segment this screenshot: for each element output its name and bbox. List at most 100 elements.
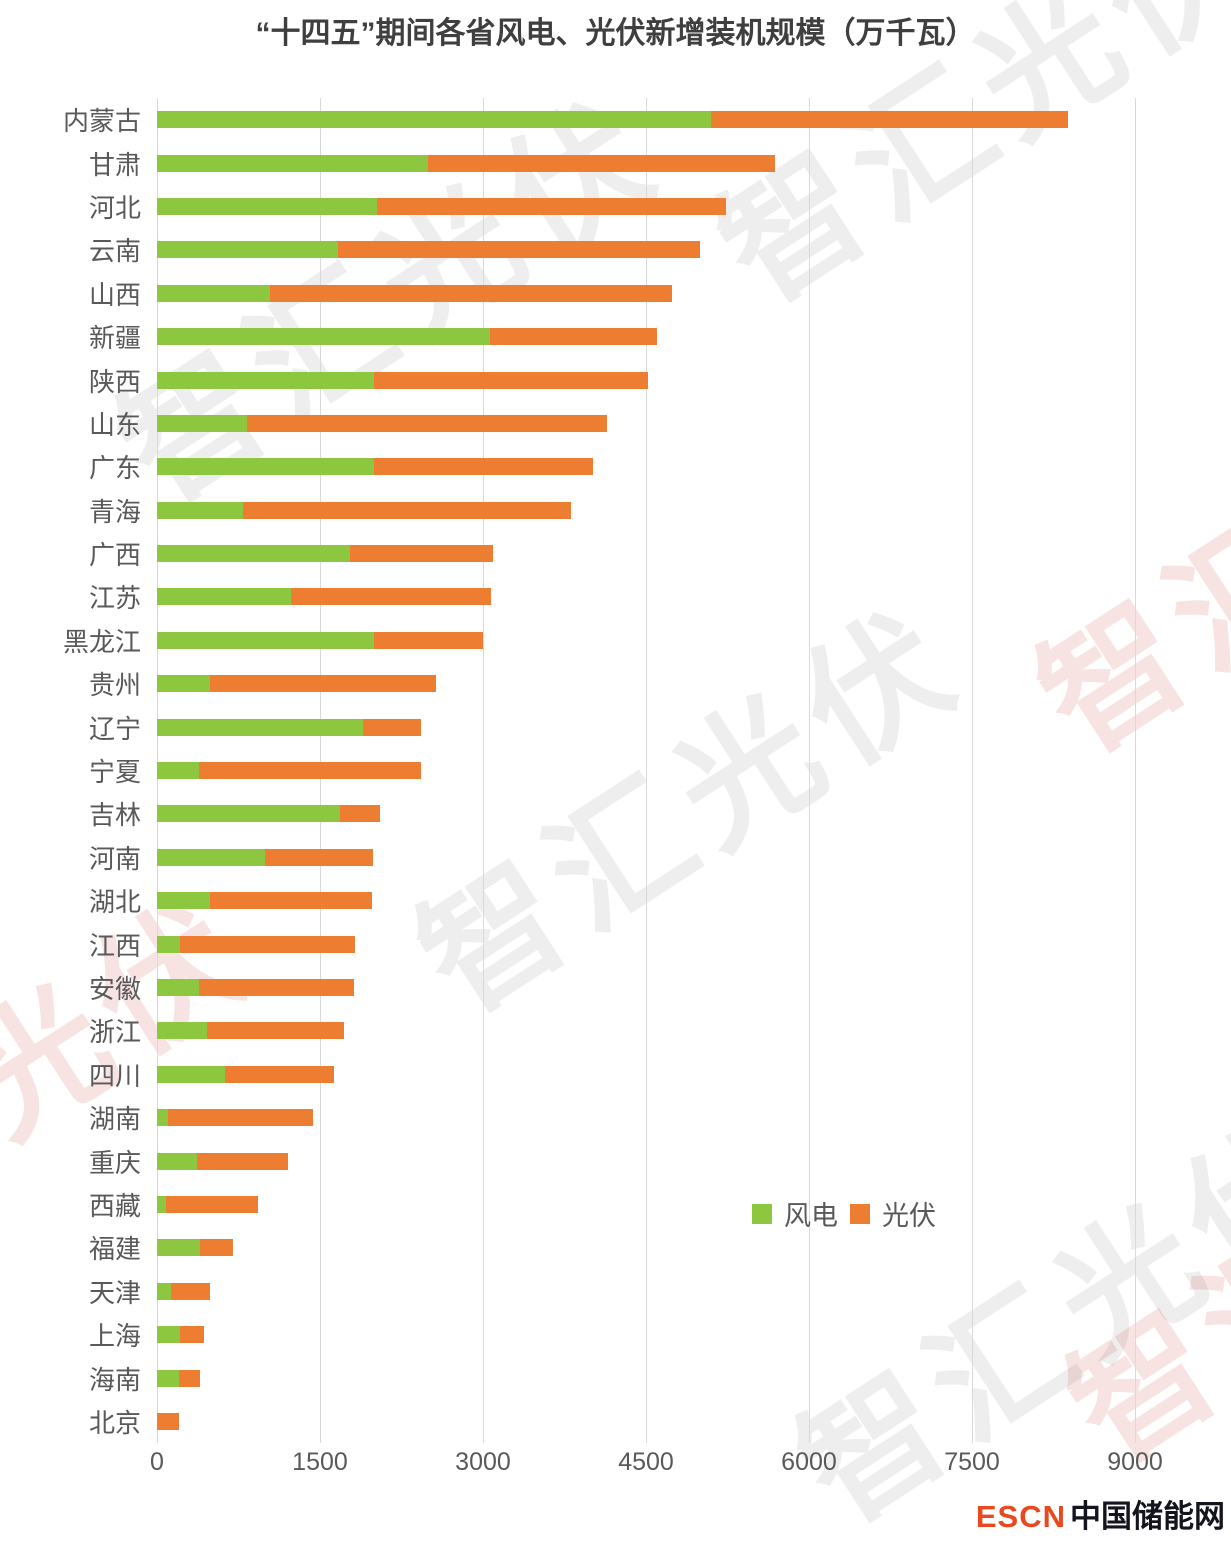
- chart-row: 广西: [10, 532, 1135, 575]
- bar-segment-wind: [157, 545, 351, 563]
- chart-row: 辽宁: [10, 705, 1135, 748]
- chart-row: 湖南: [10, 1096, 1135, 1139]
- bar-track: [157, 588, 1135, 606]
- category-label: 山西: [88, 279, 141, 310]
- bar-segment-solar: [179, 935, 355, 953]
- bar-segment-solar: [374, 458, 593, 476]
- chart-row: 天津: [10, 1270, 1135, 1313]
- category-label: 天津: [88, 1277, 141, 1308]
- bar-segment-wind: [157, 458, 375, 476]
- x-tick-label: 3000: [455, 1448, 511, 1476]
- bar-track: [157, 328, 1135, 346]
- bar-segment-solar: [171, 1282, 211, 1300]
- bar-track: [157, 154, 1135, 172]
- escn-site-name: 中国储能网: [1070, 1499, 1225, 1534]
- bar-segment-wind: [157, 241, 339, 259]
- bar-track: [157, 1109, 1135, 1127]
- bar-track: [157, 284, 1135, 302]
- chart-row: 吉林: [10, 792, 1135, 835]
- bar-track: [157, 371, 1135, 389]
- bar-segment-wind: [157, 718, 364, 736]
- bar-segment-solar: [157, 1412, 179, 1430]
- bar-track: [157, 631, 1135, 649]
- chart-title: “十四五”期间各省风电、光伏新增装机规模（万千瓦）: [255, 17, 976, 50]
- bar-segment-solar: [338, 241, 701, 259]
- bar-track: [157, 545, 1135, 563]
- category-label: 河南: [88, 843, 141, 874]
- chart-row: 广东: [10, 445, 1135, 488]
- chart-row: 黑龙江: [10, 619, 1135, 662]
- bar-track: [157, 1195, 1135, 1213]
- category-label: 广西: [88, 540, 141, 571]
- bar-segment-wind: [157, 935, 180, 953]
- bar-track: [157, 1152, 1135, 1170]
- category-label: 青海: [88, 496, 141, 527]
- chart-row: 陕西: [10, 358, 1135, 401]
- category-label: 四川: [88, 1060, 141, 1091]
- category-label: 湖北: [88, 887, 141, 918]
- bar-track: [157, 1239, 1135, 1257]
- bar-segment-wind: [157, 328, 490, 346]
- chart-row: 浙江: [10, 1009, 1135, 1052]
- bar-segment-solar: [374, 371, 649, 389]
- bar-segment-wind: [157, 631, 375, 649]
- bar-track: [157, 935, 1135, 953]
- bar-track: [157, 414, 1135, 432]
- category-label: 江西: [88, 930, 141, 961]
- bar-rows: 内蒙古 甘肃 河北 云南 山西 新疆 陕西 山东 广东 青海 广西 江苏 黑龙江 贵州 辽宁 宁夏 吉林 河南 湖北…: [10, 98, 1135, 1443]
- bar-segment-wind: [157, 371, 375, 389]
- category-label: 福建: [88, 1234, 141, 1265]
- category-label: 黑龙江: [62, 626, 141, 657]
- chart-row: 宁夏: [10, 749, 1135, 792]
- category-label: 广东: [88, 453, 141, 484]
- legend-solar-swatch: [850, 1203, 870, 1224]
- bar-segment-solar: [200, 1239, 234, 1257]
- bar-segment-solar: [374, 631, 483, 649]
- bar-track: [157, 197, 1135, 215]
- category-label: 内蒙古: [62, 106, 141, 137]
- bar-track: [157, 1065, 1135, 1083]
- category-label: 陕西: [88, 366, 141, 397]
- bar-segment-wind: [157, 1369, 179, 1387]
- category-label: 湖南: [88, 1104, 141, 1135]
- bar-segment-wind: [157, 675, 211, 693]
- plot-area: 内蒙古 甘肃 河北 云南 山西 新疆 陕西 山东 广东 青海 广西 江苏 黑龙江 贵州 辽宁 宁夏 吉林 河南 湖北…: [10, 98, 1136, 1443]
- category-label: 海南: [88, 1364, 141, 1395]
- escn-logo-text: ESCN: [975, 1499, 1066, 1534]
- bar-segment-wind: [157, 1109, 168, 1127]
- bar-track: [157, 458, 1135, 476]
- chart-row: 安徽: [10, 966, 1135, 1009]
- bar-segment-wind: [157, 284, 270, 302]
- chart-row: 甘肃: [10, 141, 1135, 184]
- bar-segment-wind: [157, 805, 340, 823]
- bar-segment-wind: [157, 762, 200, 780]
- bar-track: [157, 1412, 1135, 1430]
- bar-segment-solar: [178, 1369, 201, 1387]
- chart-row: 西藏: [10, 1183, 1135, 1226]
- category-label: 浙江: [88, 1017, 141, 1048]
- chart-row: 上海: [10, 1313, 1135, 1356]
- chart-row: 江苏: [10, 575, 1135, 618]
- bar-track: [157, 718, 1135, 736]
- chart-row: 四川: [10, 1053, 1135, 1096]
- x-tick-label: 7500: [944, 1448, 1000, 1476]
- x-tick-label: 6000: [781, 1448, 837, 1476]
- bar-segment-wind: [157, 1282, 172, 1300]
- bar-segment-wind: [157, 892, 211, 910]
- gridline: [808, 98, 810, 1443]
- bar-segment-wind: [157, 501, 243, 519]
- bar-segment-wind: [157, 1065, 226, 1083]
- bar-segment-solar: [270, 284, 673, 302]
- escn-logo: ESCN 中国储能网: [976, 1491, 1225, 1536]
- x-tick-label: 9000: [1107, 1448, 1163, 1476]
- chart-row: 青海: [10, 489, 1135, 532]
- gridline: [972, 98, 973, 1443]
- chart-row: 新疆: [10, 315, 1135, 358]
- bar-track: [157, 241, 1135, 259]
- bar-track: [157, 1326, 1135, 1344]
- bar-segment-solar: [264, 848, 374, 866]
- category-label: 辽宁: [88, 713, 141, 744]
- bar-track: [157, 1282, 1135, 1300]
- bar-track: [157, 762, 1135, 780]
